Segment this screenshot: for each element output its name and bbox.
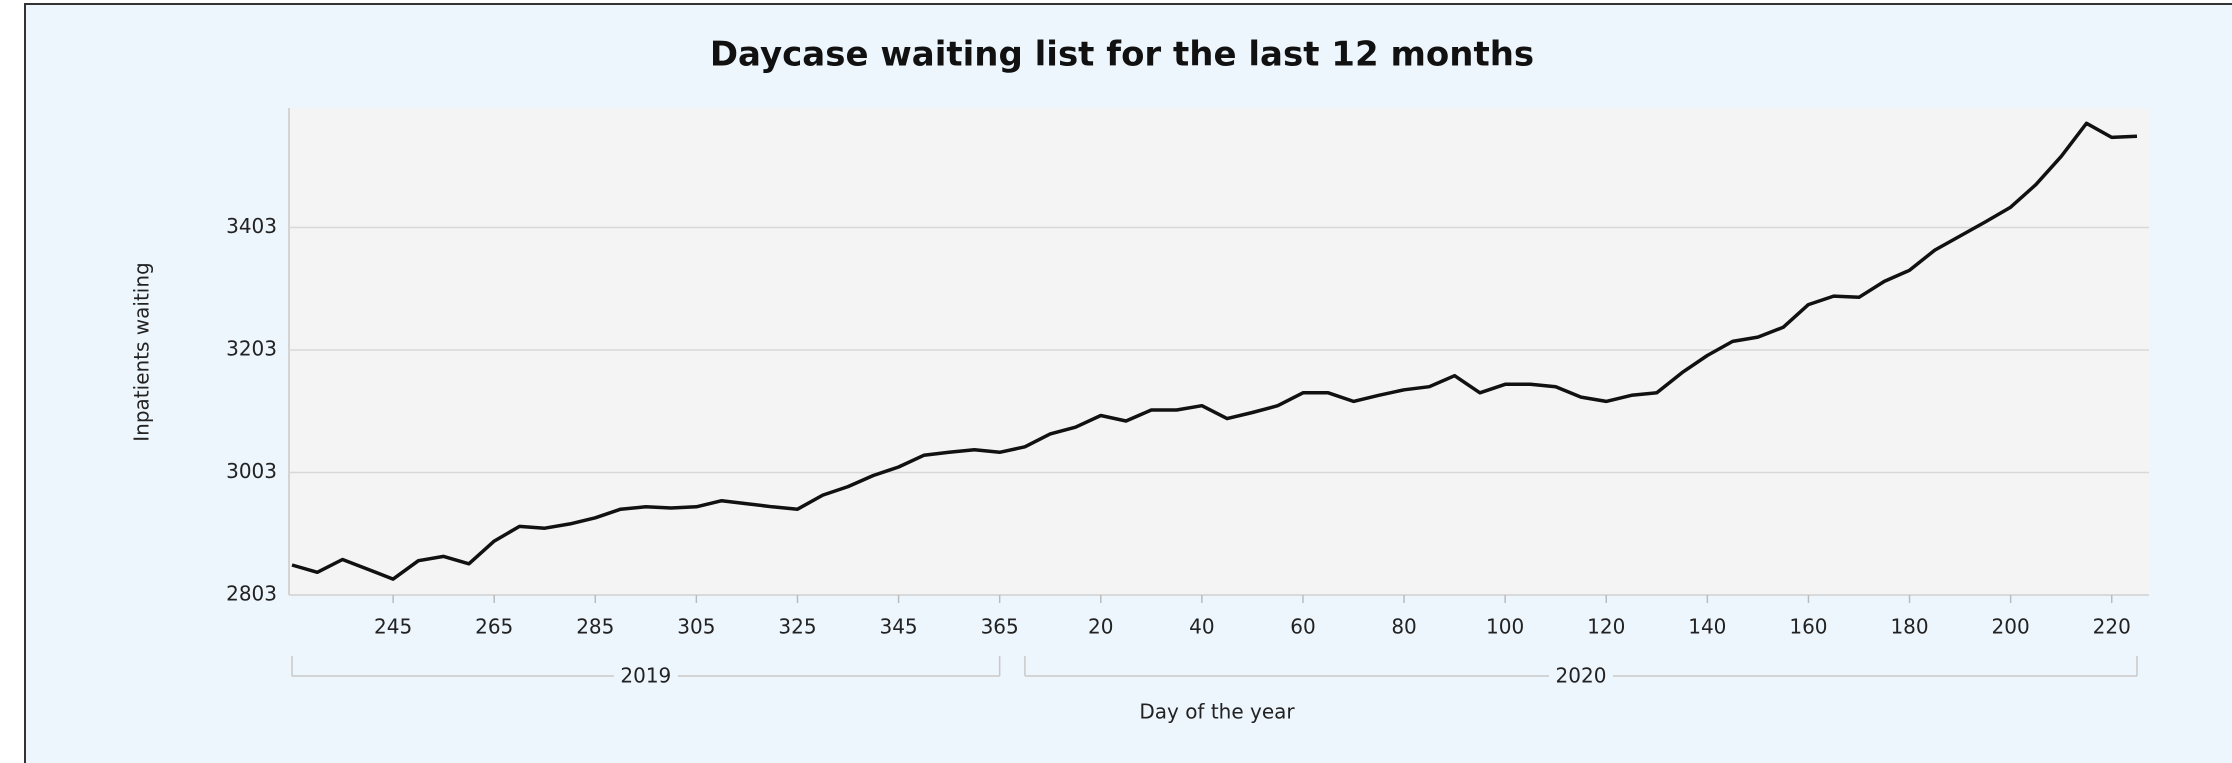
x-tick-label: 365 [981, 615, 1019, 639]
plot-area [289, 108, 2149, 595]
x-tick-label: 60 [1290, 615, 1315, 639]
x-tick-label: 180 [1890, 615, 1928, 639]
group-label-bg [613, 664, 678, 688]
y-tick-label: 3203 [226, 336, 277, 360]
x-axis-title: Day of the year [1139, 700, 1295, 724]
chart-title: Daycase waiting list for the last 12 mon… [710, 35, 1534, 75]
x-tick-label: 120 [1587, 615, 1625, 639]
x-tick-label: 245 [374, 615, 412, 639]
y-tick-label: 2803 [226, 582, 277, 606]
x-tick-label: 285 [576, 615, 614, 639]
x-tick-label: 220 [2093, 615, 2131, 639]
x-tick-label: 80 [1391, 615, 1416, 639]
x-tick-label: 305 [677, 615, 715, 639]
x-tick-label: 325 [778, 615, 816, 639]
x-tick-label: 100 [1486, 615, 1524, 639]
x-tick-label: 40 [1189, 615, 1214, 639]
x-tick-label: 200 [1992, 615, 2030, 639]
y-axis-title: Inpatients waiting [130, 262, 154, 441]
group-label-bg [1548, 664, 1613, 688]
x-tick-label: 160 [1789, 615, 1827, 639]
data-line [291, 121, 2138, 581]
group-label: 2019 [620, 664, 671, 688]
x-tick-label: 20 [1088, 615, 1113, 639]
y-tick-label: 3003 [226, 459, 277, 483]
x-tick-label: 140 [1688, 615, 1726, 639]
x-tick-label: 265 [475, 615, 513, 639]
group-label: 2020 [1556, 664, 1607, 688]
y-tick-label: 3403 [226, 214, 277, 238]
x-tick-label: 345 [879, 615, 917, 639]
